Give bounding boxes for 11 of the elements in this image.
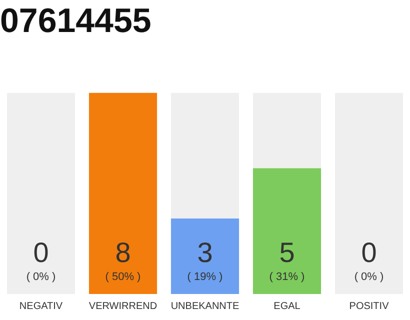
chart-title: 07614455 — [0, 2, 152, 40]
data-label: 5 ( 31% ) — [269, 237, 305, 283]
x-tick-label: EGAL — [274, 300, 301, 312]
x-tick-label: VERWIRREND — [88, 300, 158, 312]
data-label: 0 ( 0% ) — [26, 237, 56, 283]
x-tick-label: POSITIV — [349, 300, 390, 312]
x-tick-label: UNBEKANNTE — [170, 300, 240, 312]
data-label: 3 ( 19% ) — [187, 237, 223, 283]
data-label: 8 ( 50% ) — [105, 237, 141, 283]
data-label: 0 ( 0% ) — [354, 237, 384, 283]
x-tick-label: NEGATIV — [19, 300, 63, 312]
